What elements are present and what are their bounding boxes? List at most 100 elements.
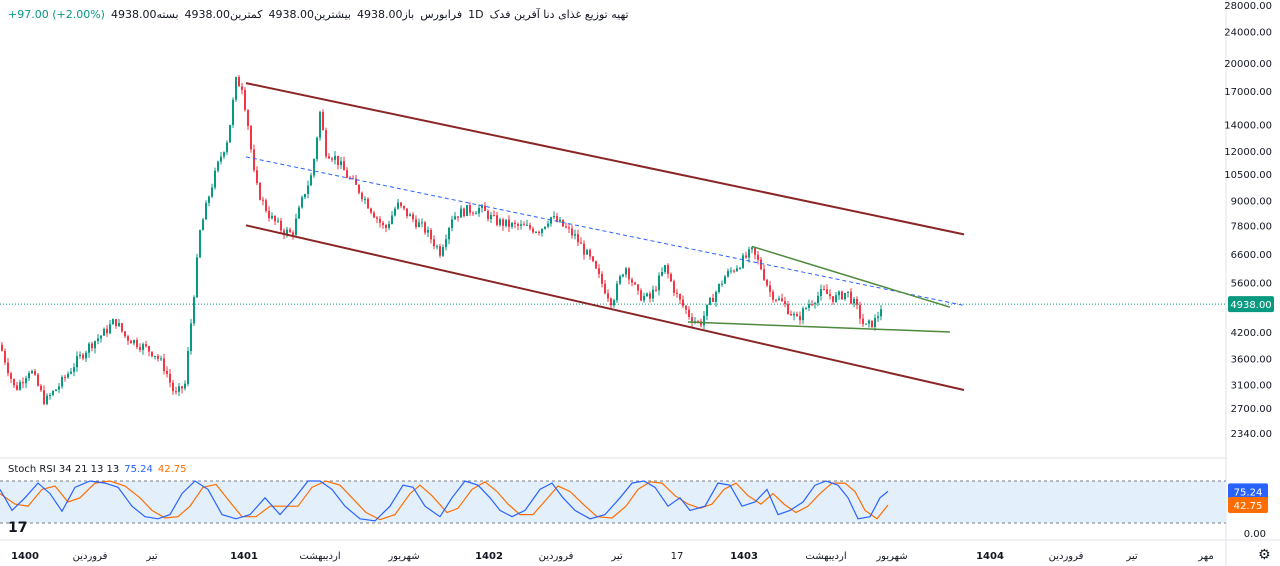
candle-body	[838, 291, 840, 296]
candle-body	[148, 346, 150, 352]
candle-body	[538, 231, 540, 234]
candle-body	[256, 170, 258, 184]
candle-body	[424, 222, 426, 233]
candle-body	[376, 217, 378, 219]
candle-body	[262, 199, 264, 201]
candle-body	[847, 291, 849, 293]
candle-body	[625, 268, 627, 275]
candle-body	[733, 270, 735, 272]
interval-label[interactable]: 1D	[468, 8, 484, 21]
gear-icon[interactable]: ⚙	[1258, 547, 1271, 563]
stoch-band-fill	[0, 481, 1226, 523]
candle-body	[481, 205, 483, 208]
candle-body	[844, 292, 846, 300]
candle-body	[355, 178, 357, 185]
tradingview-logo-icon[interactable]: 17	[8, 520, 28, 536]
candle-body	[685, 305, 687, 310]
candle-body	[784, 301, 786, 305]
candle-body	[367, 198, 369, 209]
candle-body	[763, 269, 765, 280]
candle-body	[448, 228, 450, 240]
candle-body	[274, 215, 276, 222]
candle-body	[580, 242, 582, 244]
time-axis-label: تیر	[145, 551, 158, 562]
stoch-rsi-legend[interactable]: Stoch RSI 34 21 13 13 75.24 42.75	[8, 464, 187, 475]
candle-body	[16, 385, 18, 390]
candle-body	[106, 328, 108, 334]
candle-body	[496, 215, 498, 225]
candle-body	[520, 224, 522, 226]
candle-body	[31, 371, 33, 374]
candle-body	[637, 284, 639, 291]
candle-body	[724, 276, 726, 284]
price-axis-label: 14000.00	[1224, 120, 1272, 131]
candle-body	[64, 376, 66, 378]
candle-body	[526, 224, 528, 226]
candle-body	[397, 202, 399, 209]
candle-body	[487, 210, 489, 219]
candle-body	[19, 382, 21, 390]
candle-body	[859, 304, 861, 319]
candle-body	[328, 156, 330, 159]
candle-body	[742, 255, 744, 268]
candle-body	[631, 279, 633, 283]
candle-body	[697, 321, 699, 323]
candle-body	[127, 336, 129, 341]
candle-body	[421, 222, 423, 224]
candle-body	[115, 319, 117, 327]
candle-body	[337, 155, 339, 166]
candle-body	[874, 318, 876, 328]
price-axis-label: 28000.00	[1224, 1, 1272, 12]
candle-body	[211, 187, 213, 197]
candle-body	[136, 340, 138, 348]
candle-body	[805, 307, 807, 309]
candle-body	[532, 228, 534, 233]
candle-body	[427, 229, 429, 233]
symbol-title[interactable]: تهیه توزیع غذای دنا آفرین فدک	[489, 8, 629, 21]
candle-body	[88, 343, 90, 353]
candle-body	[655, 289, 657, 291]
candle-body	[163, 358, 165, 371]
candle-body	[502, 219, 504, 226]
price-axis-label: 2340.00	[1231, 429, 1272, 440]
candle-body	[124, 331, 126, 337]
candle-body	[793, 314, 795, 316]
candle-body	[172, 382, 174, 392]
stoch-rsi-label: Stoch RSI 34 21 13 13	[8, 464, 120, 475]
candle-body	[862, 318, 864, 324]
candle-body	[208, 196, 210, 203]
candle-body	[823, 289, 825, 291]
candle-body	[562, 219, 564, 227]
candle-body	[412, 214, 414, 220]
stoch-axis-label: 75.24	[1234, 487, 1263, 498]
candle-body	[370, 208, 372, 213]
candle-body	[217, 161, 219, 171]
candle-body	[820, 289, 822, 296]
candle-body	[277, 220, 279, 222]
candle-body	[346, 170, 348, 178]
candle-body	[28, 373, 30, 379]
price-axis-label: 17000.00	[1224, 87, 1272, 98]
candle-body	[250, 126, 252, 150]
candle-body	[442, 247, 444, 256]
candle-body	[97, 338, 99, 342]
candle-body	[298, 207, 300, 219]
candle-body	[571, 228, 573, 236]
candle-body	[673, 281, 675, 293]
candle-body	[322, 111, 324, 131]
candle-body	[706, 304, 708, 316]
candle-body	[613, 300, 615, 306]
candle-body	[682, 299, 684, 306]
candle-body	[679, 294, 681, 300]
candle-body	[229, 124, 231, 143]
candle-body	[808, 304, 810, 308]
candle-body	[49, 394, 51, 396]
time-axis-label: شهریور	[387, 551, 419, 562]
channel-mid-line	[245, 156, 965, 306]
candle-body	[184, 383, 186, 389]
candle-body	[244, 89, 246, 111]
candle-body	[604, 283, 606, 294]
candle-body	[112, 319, 114, 325]
channel-lower-line	[245, 224, 965, 391]
